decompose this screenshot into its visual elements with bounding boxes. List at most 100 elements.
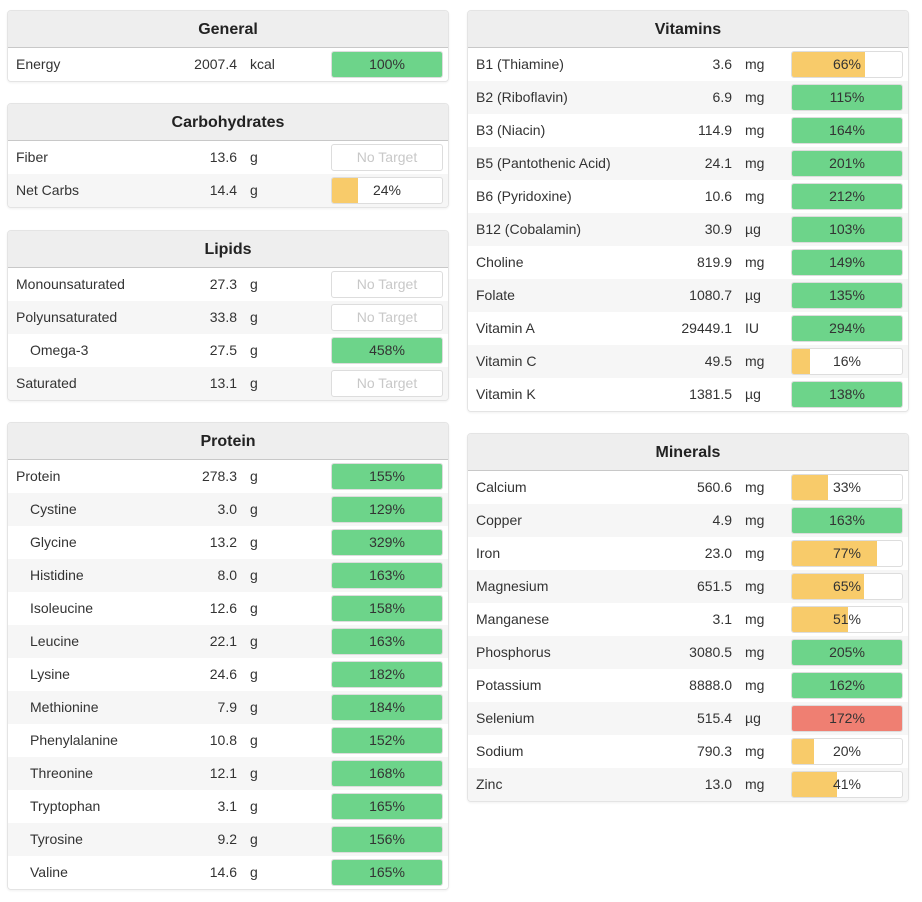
nutrient-row[interactable]: Methionine 7.9 g 184%: [8, 691, 448, 724]
nutrient-name: Vitamin K: [476, 386, 536, 402]
nutrient-row[interactable]: Valine 14.6 g 165%: [8, 856, 448, 889]
nutrient-row[interactable]: B6 (Pyridoxine) 10.6 mg 212%: [468, 180, 908, 213]
nutrient-row[interactable]: Lysine 24.6 g 182%: [8, 658, 448, 691]
nutrient-unit: g: [250, 765, 258, 781]
panel-title: Lipids: [8, 231, 448, 268]
nutrient-row[interactable]: Net Carbs 14.4 g 24%: [8, 174, 448, 207]
panel-protein: Protein Protein 278.3 g 155% Cystine 3.0 g 129% G…: [7, 422, 449, 890]
nutrient-row[interactable]: B12 (Cobalamin) 30.9 µg 103%: [468, 213, 908, 246]
nutrient-amount: 10.8: [209, 732, 237, 748]
nutrient-row[interactable]: Folate 1080.7 µg 135%: [468, 279, 908, 312]
nutrient-row[interactable]: Energy 2007.4 kcal 100%: [8, 48, 448, 81]
nutrient-unit: g: [250, 182, 258, 198]
nutrient-row[interactable]: Zinc 13.0 mg 41%: [468, 768, 908, 801]
nutrient-row[interactable]: Sodium 790.3 mg 20%: [468, 735, 908, 768]
progress-fill: [792, 739, 814, 764]
nutrient-unit: mg: [745, 611, 765, 627]
nutrient-row[interactable]: Tryptophan 3.1 g 165%: [8, 790, 448, 823]
nutrient-row[interactable]: Protein 278.3 g 155%: [8, 460, 448, 493]
nutrient-name: Glycine: [30, 534, 77, 550]
nutrient-name: Protein: [16, 468, 61, 484]
nutrient-row[interactable]: Choline 819.9 mg 149%: [468, 246, 908, 279]
nutrient-name: B5 (Pantothenic Acid): [476, 155, 611, 171]
nutrient-amount: 24.6: [209, 666, 237, 682]
nutrient-row[interactable]: Iron 23.0 mg 77%: [468, 537, 908, 570]
nutrient-row[interactable]: Tyrosine 9.2 g 156%: [8, 823, 448, 856]
nutrient-unit: mg: [745, 89, 765, 105]
nutrient-row[interactable]: B1 (Thiamine) 3.6 mg 66%: [468, 48, 908, 81]
nutrient-amount: 651.5: [696, 578, 732, 594]
nutrient-row[interactable]: Vitamin A 29449.1 IU 294%: [468, 312, 908, 345]
nutrient-name: Selenium: [476, 710, 535, 726]
nutrient-unit: g: [250, 149, 258, 165]
progress-label: 135%: [829, 287, 865, 303]
nutrient-name: Isoleucine: [30, 600, 94, 616]
nutrient-name: Threonine: [30, 765, 94, 781]
nutrient-unit: mg: [745, 776, 765, 792]
nutrient-row[interactable]: Potassium 8888.0 mg 162%: [468, 669, 908, 702]
nutrient-unit: g: [250, 309, 258, 325]
nutrient-row[interactable]: Fiber 13.6 g No Target: [8, 141, 448, 174]
nutrient-row[interactable]: Manganese 3.1 mg 51%: [468, 603, 908, 636]
nutrient-amount: 13.1: [209, 375, 237, 391]
nutrient-row[interactable]: Phenylalanine 10.8 g 152%: [8, 724, 448, 757]
nutrient-row[interactable]: B5 (Pantothenic Acid) 24.1 mg 201%: [468, 147, 908, 180]
nutrient-amount: 278.3: [201, 468, 237, 484]
nutrient-name: Zinc: [476, 776, 503, 792]
nutrient-row[interactable]: Omega-3 27.5 g 458%: [8, 334, 448, 367]
progress-fill: [332, 497, 442, 522]
progress-fill: [792, 217, 902, 242]
nutrient-name: Potassium: [476, 677, 542, 693]
nutrient-row[interactable]: Magnesium 651.5 mg 65%: [468, 570, 908, 603]
nutrient-row[interactable]: Isoleucine 12.6 g 158%: [8, 592, 448, 625]
nutrient-name: Net Carbs: [16, 182, 80, 198]
nutrient-row[interactable]: Histidine 8.0 g 163%: [8, 559, 448, 592]
nutrient-unit: mg: [745, 155, 765, 171]
nutrient-row[interactable]: Monounsaturated 27.3 g No Target: [8, 268, 448, 301]
nutrient-amount: 560.6: [696, 479, 732, 495]
target-progress-bar: No Target: [331, 370, 443, 397]
nutrient-row[interactable]: Phosphorus 3080.5 mg 205%: [468, 636, 908, 669]
nutrient-row[interactable]: Polyunsaturated 33.8 g No Target: [8, 301, 448, 334]
target-progress-bar: 138%: [791, 381, 903, 408]
nutrient-row[interactable]: Leucine 22.1 g 163%: [8, 625, 448, 658]
target-progress-bar: 162%: [791, 672, 903, 699]
nutrient-row[interactable]: B3 (Niacin) 114.9 mg 164%: [468, 114, 908, 147]
progress-fill: [792, 382, 902, 407]
nutrient-row[interactable]: Vitamin K 1381.5 µg 138%: [468, 378, 908, 411]
nutrient-name: Leucine: [30, 633, 80, 649]
progress-fill: [792, 283, 902, 308]
progress-fill: [792, 772, 838, 797]
nutrient-row[interactable]: Threonine 12.1 g 168%: [8, 757, 448, 790]
progress-fill: [332, 464, 442, 489]
nutrient-row[interactable]: B2 (Riboflavin) 6.9 mg 115%: [468, 81, 908, 114]
nutrient-unit: mg: [745, 677, 765, 693]
progress-fill: [332, 338, 442, 363]
nutrient-row[interactable]: Copper 4.9 mg 163%: [468, 504, 908, 537]
nutrient-amount: 12.6: [209, 600, 237, 616]
nutrient-name: Fiber: [16, 149, 48, 165]
panel-general: General Energy 2007.4 kcal 100%: [7, 10, 449, 82]
progress-fill: [792, 250, 902, 275]
target-progress-bar: 103%: [791, 216, 903, 243]
nutrient-unit: g: [250, 342, 258, 358]
nutrient-row[interactable]: Saturated 13.1 g No Target: [8, 367, 448, 400]
target-progress-bar: No Target: [331, 144, 443, 171]
nutrient-row[interactable]: Selenium 515.4 µg 172%: [468, 702, 908, 735]
nutrient-row[interactable]: Calcium 560.6 mg 33%: [468, 471, 908, 504]
nutrient-amount: 9.2: [217, 831, 237, 847]
nutrient-amount: 8888.0: [689, 677, 732, 693]
progress-fill: [792, 52, 865, 77]
panel-title: Carbohydrates: [8, 104, 448, 141]
progress-label: 156%: [369, 831, 405, 847]
nutrient-row[interactable]: Glycine 13.2 g 329%: [8, 526, 448, 559]
progress-fill: [332, 629, 442, 654]
nutrient-name: B1 (Thiamine): [476, 56, 564, 72]
nutrient-amount: 30.9: [704, 221, 732, 237]
nutrient-row[interactable]: Cystine 3.0 g 129%: [8, 493, 448, 526]
progress-label: 66%: [832, 56, 862, 72]
target-progress-bar: 165%: [331, 859, 443, 886]
nutrient-row[interactable]: Vitamin C 49.5 mg 16%: [468, 345, 908, 378]
target-progress-bar: 33%: [791, 474, 903, 501]
progress-fill: [332, 794, 442, 819]
